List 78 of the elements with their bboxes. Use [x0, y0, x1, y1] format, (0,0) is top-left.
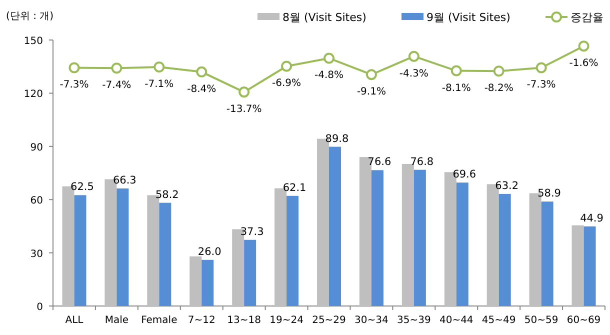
data-label: -7.3% [60, 80, 89, 91]
x-tick-label: 45~49 [482, 315, 516, 326]
y-tick-label: 120 [24, 89, 43, 100]
legend-label: 9월 (Visit Sites) [426, 11, 510, 24]
bar [402, 164, 414, 306]
point [154, 61, 165, 72]
bar [541, 202, 554, 306]
y-tick-label: 60 [30, 196, 43, 207]
data-label: -8.1% [442, 82, 471, 94]
legend-label: 8월 (Visit Sites) [282, 11, 366, 24]
point [68, 62, 80, 74]
point [450, 65, 462, 76]
y-axis-title: (단위 : 개) [6, 11, 54, 22]
data-label: 26.0 [198, 246, 222, 258]
bar [371, 170, 384, 306]
point [238, 86, 250, 98]
data-label: 62.1 [282, 182, 306, 194]
point [366, 69, 377, 80]
y-tick-label: 90 [30, 142, 43, 154]
bar [329, 146, 341, 306]
data-label: -1.6% [569, 58, 598, 70]
y-tick-label: 30 [30, 248, 43, 260]
data-label: -6.9% [272, 78, 302, 90]
data-label: 66.3 [112, 174, 136, 186]
bar [572, 225, 584, 306]
bar [159, 202, 172, 306]
x-tick-label: 50~59 [524, 315, 558, 326]
data-label: 62.5 [70, 181, 94, 194]
x-tick-label: Female [141, 315, 178, 326]
bar [74, 195, 86, 306]
x-tick-label: 25~29 [312, 315, 346, 326]
x-tick-label: 30~34 [354, 315, 388, 326]
data-label: -13.7% [226, 104, 262, 116]
x-tick-label: 40~44 [439, 315, 474, 326]
x-tick-label: 35~39 [397, 315, 431, 326]
data-label: -4.8% [314, 70, 344, 82]
point [578, 40, 590, 52]
point [408, 50, 420, 62]
x-tick-label: Male [104, 315, 129, 326]
point [324, 52, 334, 64]
data-label: 76.8 [410, 156, 434, 168]
data-label: 37.3 [240, 226, 264, 238]
bar [456, 182, 468, 306]
bar [286, 196, 299, 306]
y-tick-label: 0 [36, 302, 43, 313]
point [281, 60, 292, 72]
data-label: -7.4% [102, 80, 132, 92]
data-label: 63.2 [495, 180, 519, 192]
x-tick-label: ALL [65, 315, 84, 326]
data-label: 44.9 [580, 212, 604, 224]
bar [498, 194, 511, 306]
point [196, 66, 208, 78]
bar [414, 170, 426, 306]
data-label: -7.1% [144, 78, 174, 90]
data-label: 58.9 [538, 188, 562, 200]
data-label: -8.4% [187, 84, 216, 95]
data-label: 69.6 [452, 168, 476, 181]
point [493, 66, 504, 77]
x-tick-label: 13~18 [227, 315, 261, 326]
bar [584, 226, 596, 306]
data-label: 58.2 [155, 188, 179, 201]
data-label: 76.6 [368, 156, 392, 168]
data-label: -7.3% [526, 80, 556, 91]
data-label: 89.8 [325, 132, 349, 145]
point [536, 62, 547, 74]
x-tick-label: 19~24 [270, 315, 304, 326]
data-label: -4.3% [399, 68, 428, 80]
bar [190, 256, 202, 306]
bar [202, 260, 214, 306]
bar [116, 188, 129, 306]
bar [244, 240, 256, 306]
point [111, 62, 122, 74]
data-label: -9.1% [356, 86, 386, 98]
x-tick-label: 60~69 [566, 315, 601, 326]
y-tick-label: 150 [24, 36, 43, 47]
x-tick-label: 7~12 [188, 315, 216, 326]
legend-label: 증감율 [570, 11, 604, 24]
data-label: -8.2% [484, 83, 514, 94]
